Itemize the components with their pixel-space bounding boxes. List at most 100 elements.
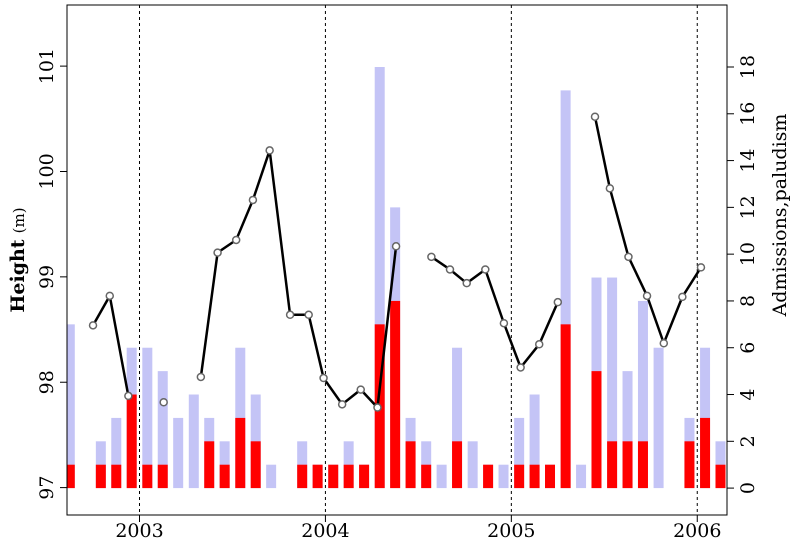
bar	[142, 464, 153, 489]
y-tick-label: 97	[36, 476, 58, 500]
y-tick-label: 99	[36, 265, 58, 289]
bar	[607, 441, 618, 489]
bar	[529, 394, 540, 489]
height-point	[391, 242, 401, 251]
y2-tick-label: 10	[737, 242, 759, 266]
height-point	[231, 235, 241, 245]
bar	[67, 464, 75, 489]
bar	[95, 464, 106, 489]
bar	[126, 394, 137, 489]
bar	[607, 277, 618, 489]
bar	[467, 441, 478, 489]
height-point	[624, 252, 633, 262]
height-point	[88, 321, 98, 330]
height-point	[642, 291, 652, 301]
bar	[576, 464, 587, 489]
bar	[266, 464, 277, 489]
bar	[173, 417, 184, 489]
bar	[142, 347, 153, 489]
bar	[390, 300, 401, 489]
bar	[452, 441, 463, 489]
bar	[204, 441, 215, 489]
height-point	[265, 146, 274, 155]
bar	[545, 464, 556, 489]
height-point	[605, 184, 615, 193]
height-point	[213, 248, 222, 257]
y-label-unit: (m)	[10, 207, 28, 233]
bar	[111, 417, 122, 489]
height-point	[159, 398, 168, 407]
y2-tick-label: 8	[737, 295, 759, 307]
plot-frame	[66, 4, 728, 516]
bar	[622, 371, 633, 489]
y-tick-label: 98	[36, 370, 58, 394]
y2-tick-label: 4	[737, 388, 759, 400]
bar	[483, 464, 494, 489]
bar	[514, 464, 525, 489]
y2-tick-label: 14	[737, 148, 759, 172]
bar	[405, 441, 416, 489]
y-axis-label: Height (m)	[7, 207, 29, 312]
bar	[700, 417, 711, 489]
y2-tick-label: 0	[737, 482, 759, 494]
height-point	[445, 265, 455, 274]
height-point	[319, 373, 328, 383]
bar	[637, 441, 648, 489]
bar	[514, 417, 525, 489]
bar	[374, 66, 385, 489]
bar	[560, 324, 571, 489]
x-tick-label: 2005	[487, 520, 535, 542]
height-point	[481, 265, 490, 274]
y2-axis-label: Admissions,paludism	[769, 114, 791, 318]
x-tick-label: 2006	[673, 520, 721, 542]
height-point	[462, 278, 471, 288]
height-point	[659, 338, 669, 348]
bar	[715, 464, 726, 489]
y2-tick-label: 12	[737, 195, 759, 219]
bar	[312, 464, 323, 489]
bar	[188, 394, 199, 489]
bar	[684, 441, 695, 489]
bar	[560, 90, 571, 489]
bar	[421, 464, 432, 489]
bar	[157, 464, 168, 489]
height-point	[196, 372, 206, 382]
bar	[328, 464, 339, 489]
height-point	[105, 291, 115, 301]
bar	[622, 441, 633, 489]
bar	[67, 324, 75, 489]
height-point	[248, 195, 258, 205]
height-point	[678, 292, 687, 302]
height-point	[356, 385, 365, 394]
bar	[529, 464, 540, 489]
height-point	[337, 400, 347, 409]
bar	[498, 464, 509, 489]
height-point	[427, 252, 436, 262]
height-point	[534, 340, 544, 349]
height-point	[373, 403, 382, 412]
height-point	[590, 112, 600, 121]
bar	[653, 347, 664, 489]
y-label-main: Height	[7, 239, 29, 312]
x-tick-label: 2003	[115, 520, 163, 542]
bar	[591, 371, 602, 489]
bar	[343, 464, 354, 489]
y2-tick-label: 16	[737, 102, 759, 126]
bar	[219, 464, 230, 489]
bar	[452, 347, 463, 489]
bar	[436, 464, 447, 489]
height-point	[553, 297, 563, 307]
y-tick-label: 101	[36, 48, 58, 84]
bar	[250, 441, 261, 489]
y2-tick-label: 18	[737, 55, 759, 79]
bar	[111, 464, 122, 489]
height-point	[304, 310, 313, 320]
y2-tick-label: 2	[737, 435, 759, 447]
height-point	[696, 263, 706, 272]
x-tick-label: 2004	[301, 520, 349, 542]
bar	[157, 371, 168, 489]
height-line	[91, 292, 130, 397]
bar	[250, 394, 261, 489]
height-point	[516, 363, 525, 372]
